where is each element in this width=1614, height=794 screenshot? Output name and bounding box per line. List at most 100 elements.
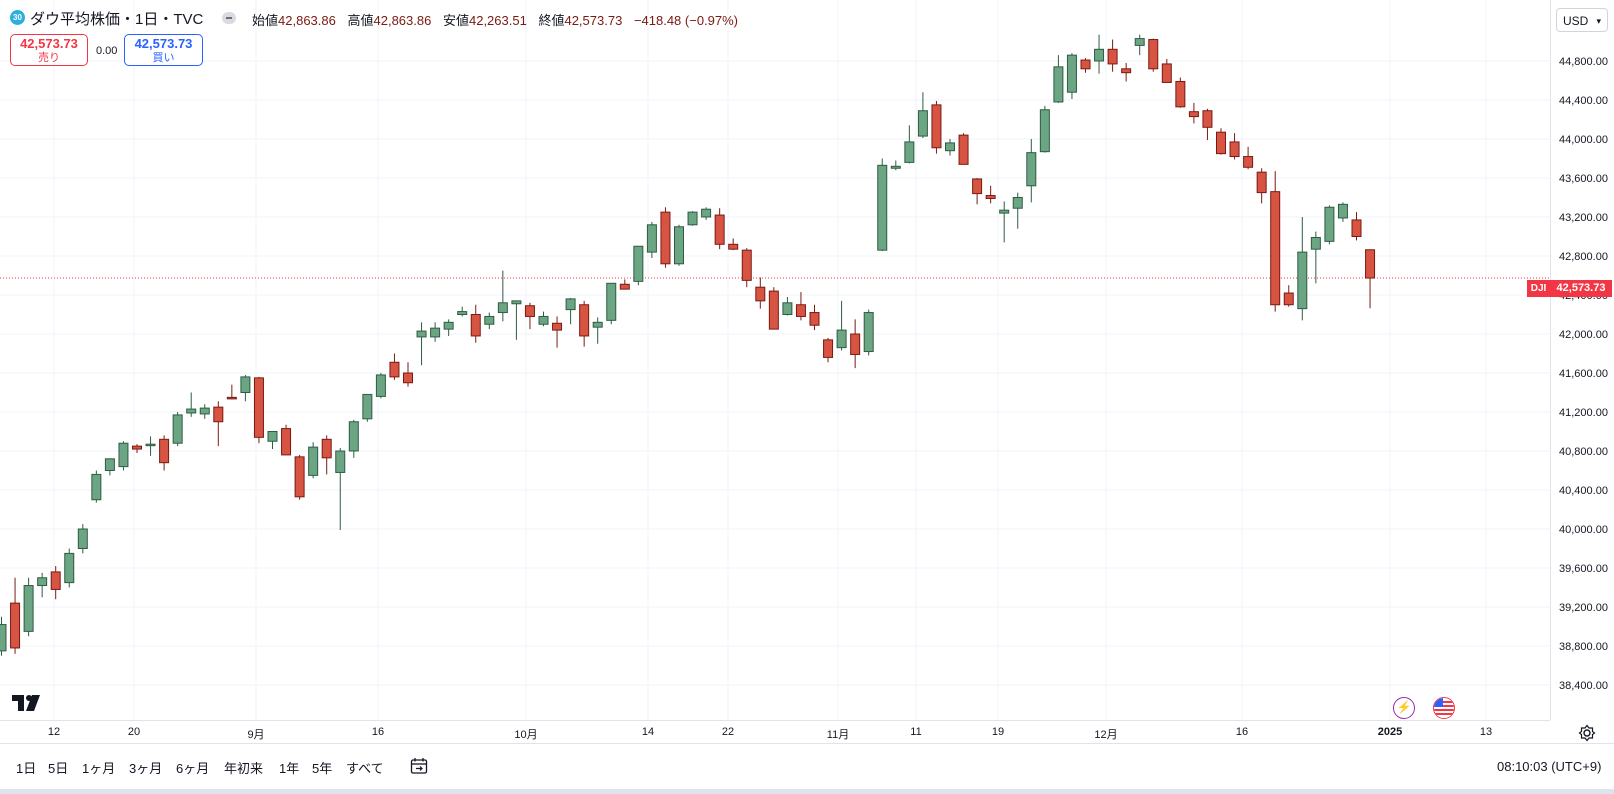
candle <box>633 245 644 286</box>
candle <box>118 441 129 471</box>
candle-body <box>633 245 644 282</box>
price-tick-label: 43,600.00 <box>1559 173 1608 185</box>
candle <box>10 577 21 654</box>
candle-body <box>972 178 983 195</box>
time-tick-label: 2025 <box>1377 726 1403 738</box>
candle <box>497 270 508 322</box>
candle <box>389 353 400 380</box>
candle <box>281 424 292 456</box>
candle <box>321 435 332 475</box>
candle-body <box>850 333 861 355</box>
candle-body <box>1256 171 1267 194</box>
candle <box>646 221 657 258</box>
candle <box>1094 34 1105 74</box>
range-5d-button[interactable]: 5日 <box>48 761 69 776</box>
candle-body <box>132 445 142 450</box>
candle <box>403 362 413 387</box>
candle-body <box>226 396 237 400</box>
candle <box>1243 146 1254 170</box>
candle-body <box>687 211 698 226</box>
candle <box>917 92 928 139</box>
candle-body <box>755 286 766 302</box>
candle-body <box>1188 111 1199 118</box>
candle-body <box>1243 156 1254 168</box>
axis-settings-icon[interactable] <box>1578 724 1596 742</box>
calendar-range-icon[interactable] <box>410 757 428 775</box>
candle-body <box>1270 191 1281 306</box>
time-tick-label: 12 <box>47 726 61 738</box>
candle-body <box>145 443 156 447</box>
candle-body <box>1053 66 1064 103</box>
price-axis[interactable]: 44,800.00 44,400.00 44,000.00 43,600.00 43,2… <box>1550 0 1614 720</box>
candle-body <box>443 321 454 330</box>
candle-body <box>281 428 292 456</box>
candlestick-chart[interactable] <box>0 0 1550 720</box>
time-axis[interactable]: 12 20 9月 16 10月 14 22 11月 11 19 12月 16 2025 13 <box>0 720 1550 743</box>
buy-button[interactable]: 42,573.73 買い <box>124 34 203 66</box>
candle-body <box>945 142 955 152</box>
time-tick-label: 20 <box>127 726 141 738</box>
clock-timezone[interactable]: 08:10:03 (UTC+9) <box>1497 759 1602 774</box>
us-flag-event-icon[interactable] <box>1433 697 1455 719</box>
price-tick-label: 38,400.00 <box>1559 680 1608 692</box>
time-tick-label: 14 <box>641 726 655 738</box>
range-1y-button[interactable]: 1年 <box>279 761 300 776</box>
candle <box>674 224 684 266</box>
symbol-title[interactable]: ダウ平均株価・1日・TVC <box>30 11 204 28</box>
sell-button[interactable]: 42,573.73 売り <box>10 34 88 66</box>
close-label: 終値 <box>538 13 565 28</box>
lightning-event-icon[interactable]: ⚡ <box>1393 697 1415 719</box>
candle <box>1039 105 1050 153</box>
candle-body <box>23 585 34 632</box>
candle-body <box>795 304 806 317</box>
candle <box>823 337 834 363</box>
candle <box>1107 39 1118 72</box>
candle <box>701 207 712 220</box>
range-ytd-button[interactable]: 年初来 <box>224 761 264 776</box>
candle-body <box>64 552 75 584</box>
collapse-legend-button[interactable] <box>222 12 236 24</box>
tradingview-logo-icon[interactable] <box>12 695 44 711</box>
time-tick-label: 13 <box>1479 726 1493 738</box>
candle-body <box>565 298 576 311</box>
candle-body <box>159 438 170 464</box>
candle-body <box>294 456 305 498</box>
currency-select[interactable]: USD ▾ <box>1556 8 1608 32</box>
candle <box>606 282 617 325</box>
candle <box>511 300 522 340</box>
range-5y-button[interactable]: 5年 <box>312 761 333 776</box>
candle-body <box>37 577 48 587</box>
range-3m-button[interactable]: 3ヶ月 <box>129 761 163 776</box>
range-6m-button[interactable]: 6ヶ月 <box>176 761 210 776</box>
candle-body <box>1365 249 1376 279</box>
candle-body <box>1229 141 1240 158</box>
candle <box>904 125 915 164</box>
range-1d-button[interactable]: 1日 <box>16 761 37 776</box>
candle <box>809 304 820 331</box>
candle-body <box>1066 54 1077 93</box>
time-tick-label: 9月 <box>247 729 265 741</box>
low-value: 42,263.51 <box>468 13 527 28</box>
candle-body <box>524 305 535 317</box>
candle <box>159 435 170 471</box>
candle-body <box>1161 63 1172 83</box>
candle <box>999 201 1010 243</box>
candle-body <box>416 330 427 338</box>
range-1m-button[interactable]: 1ヶ月 <box>82 761 116 776</box>
price-tick-label: 44,000.00 <box>1559 134 1608 146</box>
open-value: 42,863.86 <box>278 13 336 28</box>
candle-body <box>1080 59 1091 70</box>
time-tick-label: 11月 <box>826 729 850 741</box>
candle-body <box>484 315 495 325</box>
candle-body <box>1216 131 1226 155</box>
legend-header: 30 ダウ平均株価・1日・TVC 始値42,863.86 高値42,863.86… <box>0 0 1550 34</box>
candle-body <box>335 450 346 473</box>
range-all-button[interactable]: すべて <box>346 761 384 776</box>
candle-body <box>240 376 251 393</box>
time-tick-label: 10月 <box>514 729 538 741</box>
candle <box>37 572 48 598</box>
last-price-tag: 42,573.73 <box>1550 280 1612 297</box>
candle-body <box>1039 109 1050 153</box>
high-label: 高値 <box>347 13 374 28</box>
candle-body <box>77 528 88 549</box>
